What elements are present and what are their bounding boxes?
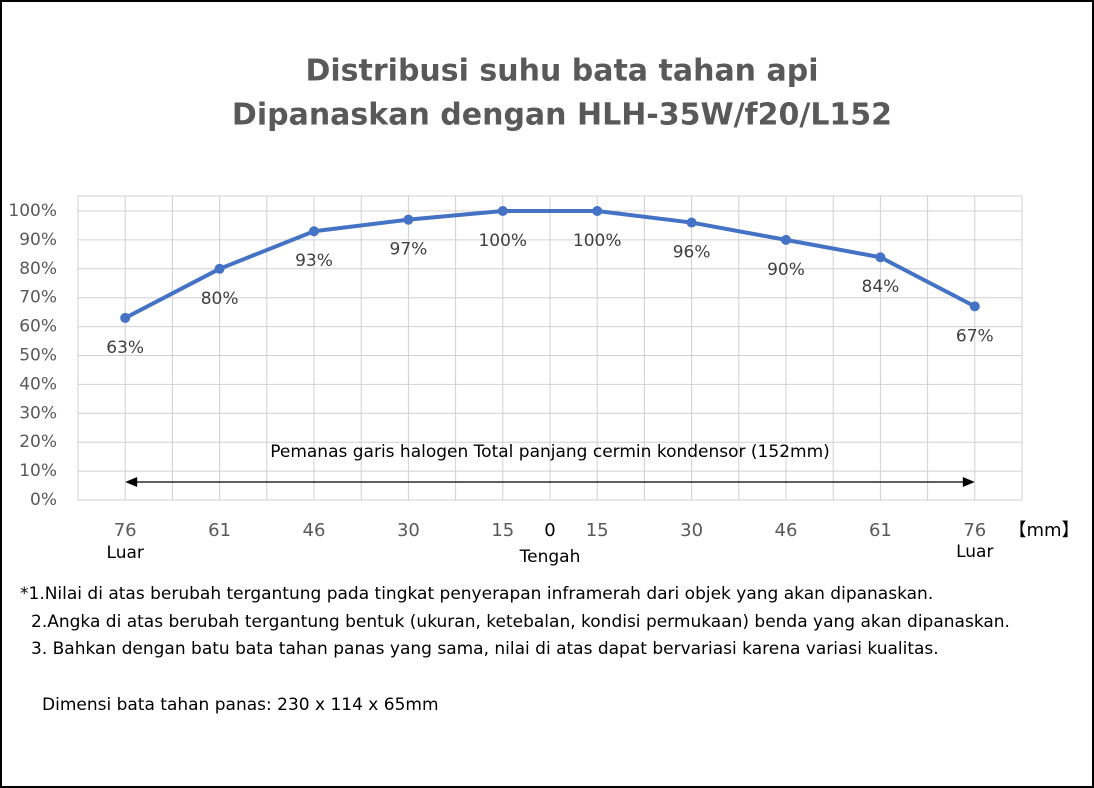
- point: [969, 301, 980, 312]
- data-label: 100%: [478, 231, 527, 251]
- note: 3. Bahkan dengan batu bata tahan panas y…: [31, 639, 939, 659]
- x-tick-label: 30: [680, 520, 703, 541]
- point: [592, 206, 603, 216]
- x-tick-label: 61: [208, 520, 231, 541]
- x-group-label: Luar: [956, 542, 993, 562]
- y-tick-label: 90%: [19, 230, 57, 250]
- dimension-note: Dimensi bata tahan panas: 230 x 114 x 65…: [42, 695, 439, 715]
- y-tick-label: 10%: [19, 461, 57, 481]
- x-center-label: 0: [544, 520, 555, 541]
- unit-label: 【mm】: [1008, 520, 1079, 541]
- x-tick-label: 15: [586, 520, 609, 541]
- arrow-head: [962, 477, 975, 487]
- x-tick-label: 46: [775, 520, 798, 541]
- y-tick-label: 30%: [19, 403, 57, 423]
- data-label: 80%: [201, 289, 239, 309]
- x-tick-label: 15: [491, 520, 514, 541]
- data-label: 97%: [390, 240, 428, 260]
- x-tick-label: 61: [869, 520, 892, 541]
- x-tick-label: 30: [397, 520, 420, 541]
- data-label: 84%: [862, 277, 900, 297]
- point: [875, 252, 886, 263]
- point: [309, 226, 319, 237]
- y-tick-label: 0%: [30, 490, 57, 510]
- series-line: [124, 209, 976, 320]
- point: [781, 234, 791, 245]
- x-group-label: Tengah: [519, 547, 581, 567]
- plot-border: [77, 195, 1023, 501]
- arrow-head: [125, 477, 138, 487]
- data-label: 96%: [673, 243, 711, 263]
- point: [403, 214, 414, 225]
- data-label: 100%: [573, 231, 622, 251]
- y-tick-label: 40%: [19, 374, 57, 394]
- data-label: 90%: [767, 260, 805, 280]
- point: [497, 206, 508, 216]
- x-tick-label: 76: [114, 520, 137, 541]
- y-tick-label: 80%: [19, 259, 57, 279]
- point: [214, 263, 225, 274]
- point: [120, 312, 131, 323]
- x-tick-label: 46: [303, 520, 326, 541]
- chart-title: Dipanaskan dengan HLH-35W/f20/L152: [232, 98, 892, 133]
- data-label: 67%: [956, 326, 994, 346]
- data-label: 63%: [106, 338, 144, 358]
- x-tick-label: 76: [963, 520, 986, 541]
- y-tick-label: 60%: [19, 317, 57, 337]
- note: 2.Angka di atas berubah tergantung bentu…: [31, 612, 1010, 632]
- point: [686, 217, 697, 228]
- y-tick-label: 70%: [19, 288, 57, 308]
- y-tick-label: 100%: [8, 201, 57, 221]
- y-tick-label: 20%: [19, 432, 57, 452]
- x-group-label: Luar: [107, 543, 144, 563]
- note: *1.Nilai di atas berubah tergantung pada…: [20, 584, 933, 604]
- y-tick-label: 50%: [19, 346, 57, 366]
- chart-title: Distribusi suhu bata tahan api: [306, 54, 819, 89]
- data-label: 93%: [295, 251, 333, 271]
- annotation: Pemanas garis halogen Total panjang cerm…: [270, 442, 830, 462]
